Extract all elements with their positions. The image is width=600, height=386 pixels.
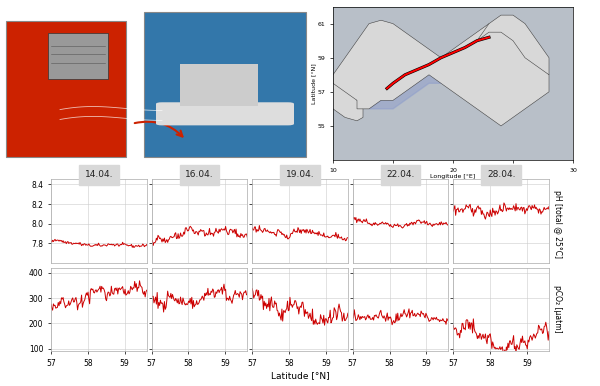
Text: pCO₂ [μatm]: pCO₂ [μatm] — [553, 285, 562, 333]
Text: Latitude [°N]: Latitude [°N] — [271, 371, 329, 380]
FancyBboxPatch shape — [48, 33, 108, 79]
FancyBboxPatch shape — [144, 12, 306, 157]
FancyBboxPatch shape — [156, 102, 294, 125]
Title: 28.04.: 28.04. — [487, 170, 515, 179]
Polygon shape — [369, 58, 477, 109]
Title: 22.04.: 22.04. — [386, 170, 415, 179]
Y-axis label: Latitude [°N]: Latitude [°N] — [311, 63, 316, 104]
Text: pH [total @ 25°C]: pH [total @ 25°C] — [553, 190, 562, 258]
Title: 14.04.: 14.04. — [85, 170, 113, 179]
FancyBboxPatch shape — [6, 22, 126, 157]
Polygon shape — [327, 75, 363, 121]
Title: 16.04.: 16.04. — [185, 170, 214, 179]
Title: 19.04.: 19.04. — [286, 170, 314, 179]
Polygon shape — [333, 20, 549, 126]
FancyBboxPatch shape — [180, 64, 258, 106]
Polygon shape — [477, 15, 549, 75]
X-axis label: Longitude [°E]: Longitude [°E] — [430, 174, 476, 179]
